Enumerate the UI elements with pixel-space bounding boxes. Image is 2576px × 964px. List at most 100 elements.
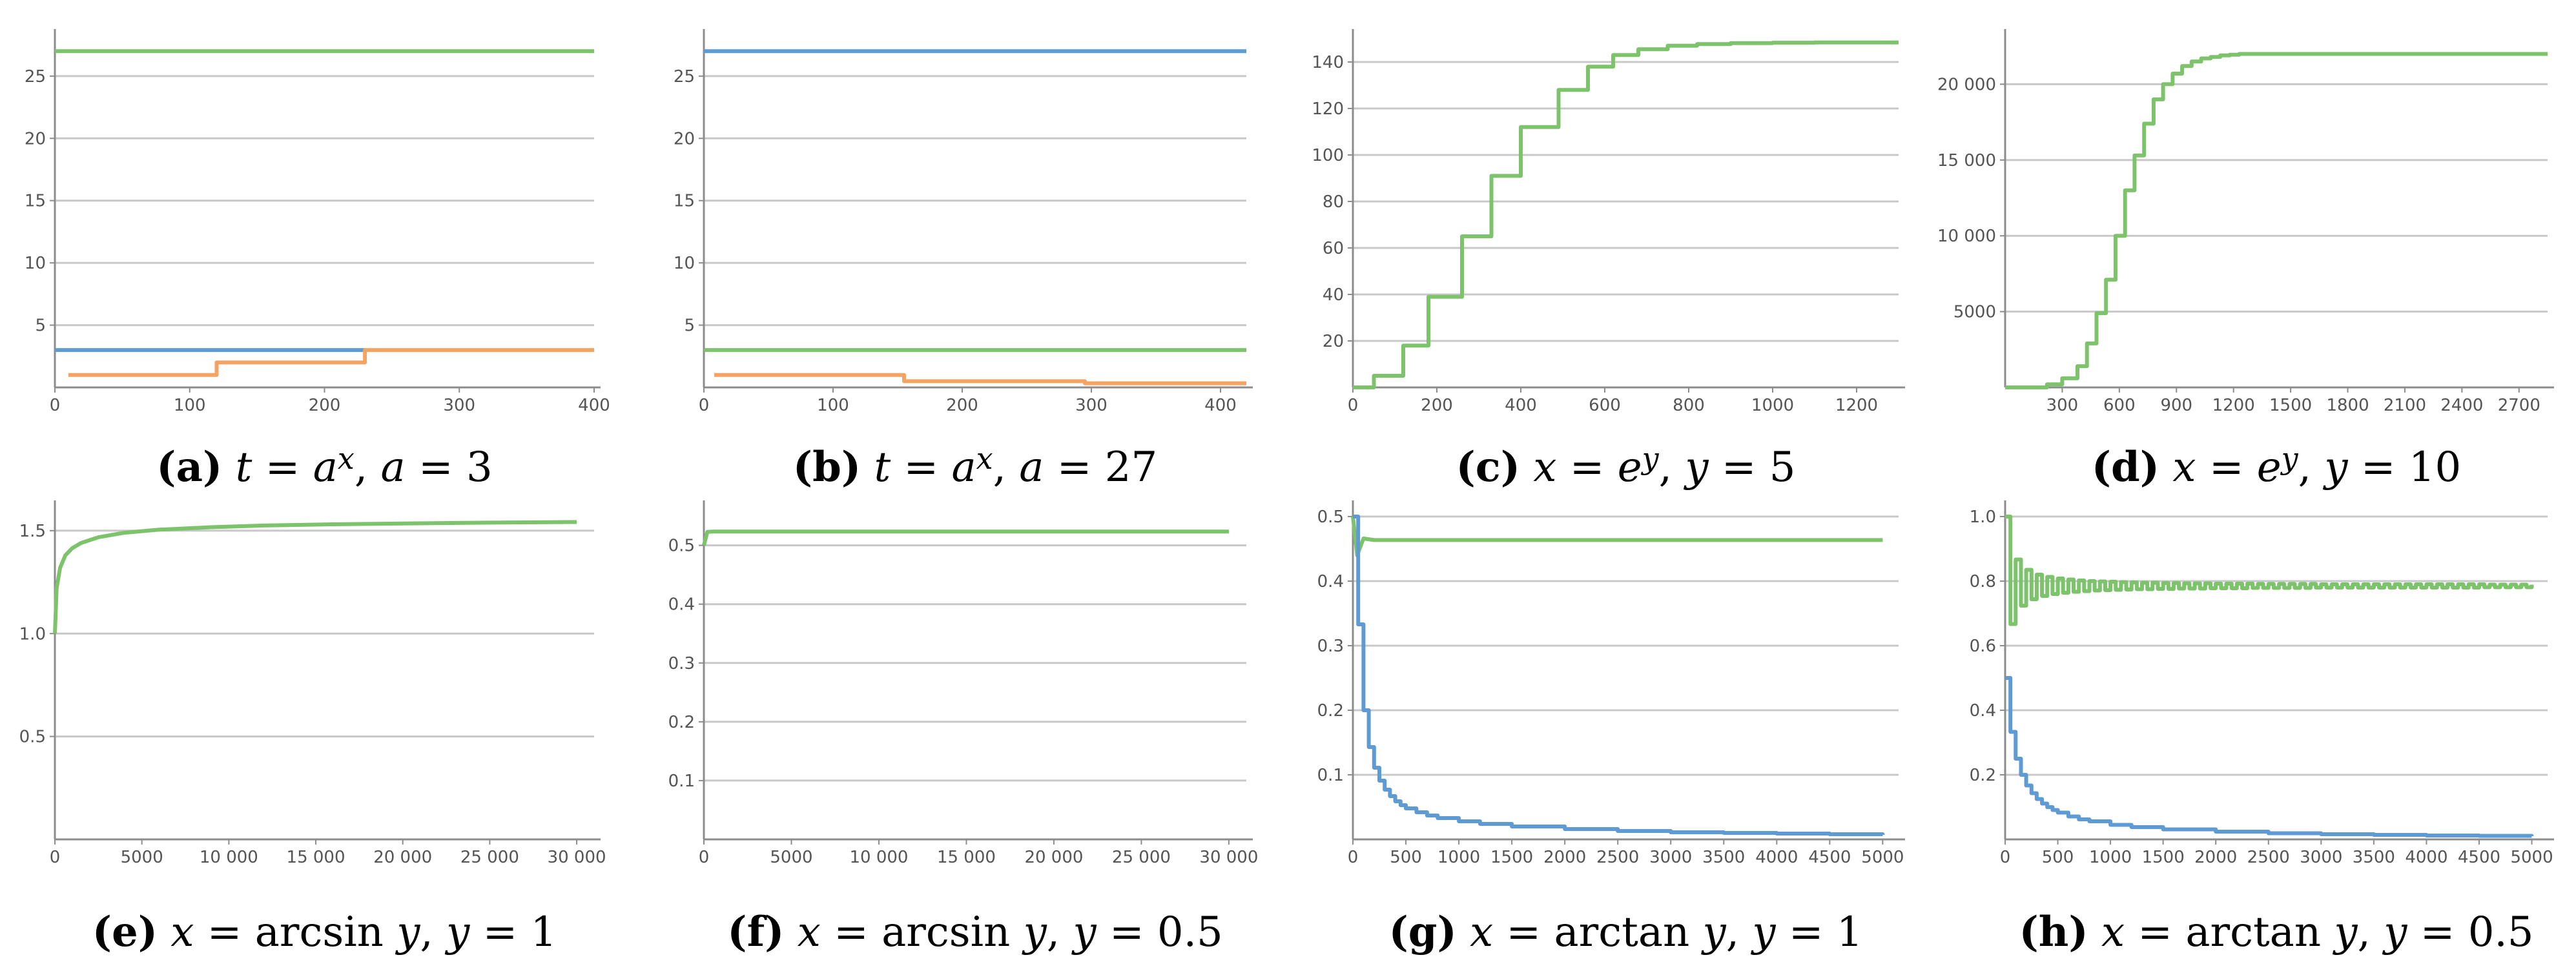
- y-tick-label: 100: [1312, 146, 1344, 165]
- x-tick-label: 1000: [1751, 396, 1794, 415]
- x-tick-label: 2700: [2498, 396, 2540, 415]
- y-tick-label: 0.2: [668, 713, 695, 732]
- x-tick-label: 1500: [1490, 848, 1533, 867]
- x-tick-label: 15 000: [937, 848, 996, 867]
- x-tick-label: 0: [699, 396, 710, 415]
- panel-caption: (d) x = ey, y = 10: [2092, 441, 2462, 491]
- x-tick-label: 0: [1348, 848, 1359, 867]
- y-tick-label: 1.0: [19, 624, 46, 644]
- y-tick-label: 20: [1323, 332, 1344, 351]
- x-tick-label: 4500: [1808, 848, 1851, 867]
- series-line-green: [53, 520, 577, 634]
- x-tick-label: 600: [2103, 396, 2136, 415]
- y-tick-label: 10: [674, 254, 695, 273]
- panel-caption: (f) x = arcsin y, y = 0.5: [727, 908, 1222, 956]
- chart-panel-2: 5 10 15 20 25 0 100 200 300 400 (b) t = ax, a = 27: [674, 29, 1253, 491]
- panel-caption: (e) x = arcsin y, y = 1: [92, 908, 557, 956]
- y-tick-label: 5000: [1953, 303, 1996, 322]
- x-tick-label: 2000: [1543, 848, 1586, 867]
- y-tick-label: 5: [684, 316, 695, 336]
- panel-caption: (g) x = arctan y, y = 1: [1388, 908, 1862, 956]
- y-tick-label: 20 000: [1937, 75, 1996, 94]
- y-tick-label: 15 000: [1937, 151, 1996, 170]
- x-tick-label: 20 000: [1024, 848, 1083, 867]
- y-tick-label: 0.6: [1970, 637, 1996, 656]
- x-tick-label: 2400: [2440, 396, 2483, 415]
- x-tick-label: 3500: [1702, 848, 1745, 867]
- x-tick-label: 400: [1204, 396, 1237, 415]
- y-tick-label: 0.5: [1317, 508, 1344, 527]
- x-tick-label: 20 000: [373, 848, 432, 867]
- x-tick-label: 300: [443, 396, 475, 415]
- series-line-blue: [2005, 676, 2534, 838]
- x-tick-label: 800: [1673, 396, 1705, 415]
- chart-panel-3: 20 40 60 80 100 120 140 0 200 400 600 800 1000 1200 (c…: [1312, 29, 1905, 491]
- x-tick-label: 0: [50, 396, 61, 415]
- x-tick-label: 600: [1589, 396, 1621, 415]
- y-tick-label: 15: [25, 192, 46, 211]
- x-tick-label: 3500: [2353, 848, 2395, 867]
- x-tick-label: 300: [2046, 396, 2079, 415]
- panel-caption: (h) x = arctan y, y = 0.5: [2019, 908, 2534, 956]
- x-tick-label: 500: [1390, 848, 1422, 867]
- y-tick-label: 0.2: [1970, 766, 1996, 785]
- y-tick-label: 0.3: [1317, 637, 1344, 656]
- y-tick-label: 40: [1323, 285, 1344, 305]
- x-tick-label: 5000: [2510, 848, 2553, 867]
- x-tick-label: 200: [946, 396, 978, 415]
- series-line-green: [1351, 516, 1883, 557]
- x-tick-label: 200: [309, 396, 341, 415]
- y-tick-label: 25: [25, 67, 46, 87]
- y-tick-label: 60: [1323, 239, 1344, 258]
- x-tick-label: 2000: [2194, 848, 2237, 867]
- x-tick-label: 0: [699, 848, 710, 867]
- x-tick-label: 1000: [2089, 848, 2132, 867]
- x-tick-label: 0: [1348, 396, 1359, 415]
- y-tick-label: 0.5: [668, 537, 695, 556]
- y-tick-label: 0.3: [668, 654, 695, 673]
- y-tick-label: 5: [35, 316, 46, 336]
- y-tick-label: 15: [674, 192, 695, 211]
- x-tick-label: 100: [817, 396, 849, 415]
- chart-panel-4: 5000 10 000 15 000 20 000 300 600 900 1200 1500 1…: [1937, 29, 2554, 491]
- x-tick-label: 5000: [770, 848, 812, 867]
- x-tick-label: 25 000: [460, 848, 519, 867]
- x-tick-label: 4000: [1755, 848, 1798, 867]
- x-tick-label: 0: [2000, 848, 2011, 867]
- chart-panel-7: 0.1 0.2 0.3 0.4 0.5 0 500 1000 1500 2000 2500 3000 3…: [1317, 500, 1905, 956]
- chart-panel-5: 0.5 1.0 1.5 0 5000 10 000 15 000 20 000 25 000 30…: [19, 500, 606, 956]
- x-tick-label: 4000: [2405, 848, 2447, 867]
- series-line-orange: [714, 373, 1246, 385]
- y-tick-label: 20: [674, 129, 695, 149]
- y-tick-label: 1.5: [19, 522, 46, 541]
- x-tick-label: 1200: [2212, 396, 2255, 415]
- x-tick-label: 1500: [2269, 396, 2312, 415]
- x-tick-label: 15 000: [287, 848, 345, 867]
- x-tick-label: 900: [2160, 396, 2192, 415]
- y-tick-label: 0.4: [1970, 701, 1996, 721]
- series-line-green: [702, 529, 1229, 546]
- y-tick-label: 20: [25, 129, 46, 149]
- chart-panel-8: 0.2 0.4 0.6 0.8 1.0 0 500 1000 1500 2000 2500 3000 3…: [1970, 500, 2554, 956]
- x-tick-label: 10 000: [849, 848, 908, 867]
- y-tick-label: 1.0: [1970, 508, 1996, 527]
- series-line-green: [2005, 515, 2534, 626]
- series-line-green: [2005, 52, 2548, 389]
- y-tick-label: 0.4: [1317, 572, 1344, 591]
- x-tick-label: 30 000: [548, 848, 606, 867]
- x-tick-label: 100: [174, 396, 206, 415]
- x-tick-label: 400: [578, 396, 610, 415]
- chart-panel-6: 0.1 0.2 0.3 0.4 0.5 0 5000 10 000 15 000 20 000 25…: [668, 500, 1258, 956]
- series-line-green: [1353, 40, 1899, 389]
- panel-caption: (b) t = ax, a = 27: [793, 441, 1157, 491]
- x-tick-label: 1800: [2326, 396, 2369, 415]
- x-tick-label: 5000: [1861, 848, 1904, 867]
- x-tick-label: 1200: [1835, 396, 1878, 415]
- x-tick-label: 2100: [2384, 396, 2426, 415]
- x-tick-label: 3000: [2300, 848, 2342, 867]
- panel-caption: (c) x = ey, y = 5: [1456, 441, 1795, 491]
- x-tick-label: 1000: [1437, 848, 1480, 867]
- y-tick-label: 0.1: [1317, 766, 1344, 785]
- y-tick-label: 10: [25, 254, 46, 273]
